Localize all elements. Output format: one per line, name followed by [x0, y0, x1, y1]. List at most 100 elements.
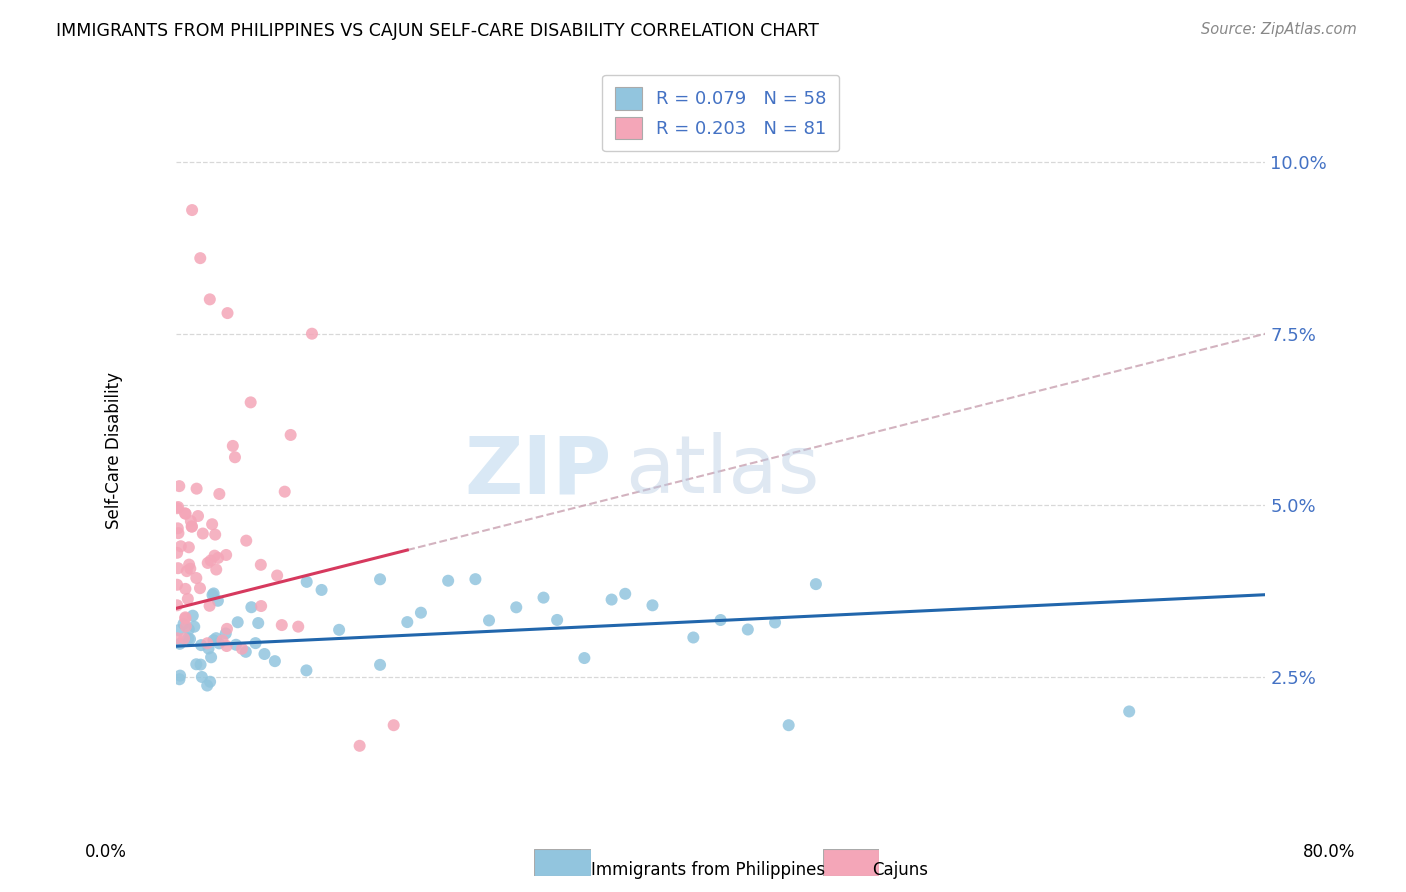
Text: atlas: atlas [626, 432, 820, 510]
Point [190, 657, 212, 672]
Point [778, 718, 800, 732]
Point [464, 572, 486, 586]
Text: Cajuns: Cajuns [872, 861, 928, 879]
Point [396, 615, 419, 629]
Point [222, 439, 245, 453]
Point [211, 633, 233, 648]
Point [226, 615, 249, 630]
Point [328, 623, 350, 637]
Point [266, 568, 288, 582]
Point [173, 616, 195, 631]
Point [641, 599, 664, 613]
Point [179, 632, 201, 646]
Point [177, 623, 200, 637]
Point [186, 571, 208, 585]
Point [179, 562, 201, 576]
Text: Immigrants from Philippines: Immigrants from Philippines [591, 861, 825, 879]
Point [201, 517, 224, 532]
Point [195, 636, 218, 650]
Point [311, 582, 333, 597]
Point [368, 657, 391, 672]
Point [250, 558, 273, 572]
Point [169, 668, 191, 682]
Point [270, 618, 292, 632]
Point [186, 657, 208, 672]
Point [478, 614, 501, 628]
Point [224, 450, 246, 465]
Point [349, 739, 371, 753]
Point [205, 562, 228, 576]
Point [737, 623, 759, 637]
Text: 0.0%: 0.0% [84, 843, 127, 861]
Point [181, 608, 204, 623]
Point [231, 641, 253, 656]
Point [240, 600, 263, 615]
Point [179, 558, 201, 572]
Text: 80.0%: 80.0% [1302, 843, 1355, 861]
Point [166, 546, 188, 560]
Text: Self-Care Disability: Self-Care Disability [105, 372, 124, 529]
Point [215, 622, 238, 636]
Point [191, 526, 214, 541]
Text: Source: ZipAtlas.com: Source: ZipAtlas.com [1201, 22, 1357, 37]
Point [187, 509, 209, 524]
Point [287, 619, 309, 633]
Point [167, 624, 190, 638]
Point [174, 506, 197, 520]
Point [250, 599, 273, 613]
Point [198, 599, 221, 613]
Point [198, 674, 221, 689]
Point [204, 549, 226, 563]
Point [614, 587, 637, 601]
Point [264, 654, 287, 668]
Point [280, 428, 302, 442]
Point [295, 574, 318, 589]
Point [253, 647, 276, 661]
Point [207, 593, 229, 607]
Point [382, 718, 405, 732]
Point [574, 651, 596, 665]
Point [533, 591, 555, 605]
Point [180, 519, 202, 533]
Point [166, 501, 188, 516]
Point [177, 632, 200, 646]
Point [191, 670, 214, 684]
Point [186, 482, 208, 496]
Point [167, 500, 190, 514]
Point [174, 611, 197, 625]
Point [181, 519, 204, 533]
Point [215, 639, 238, 653]
Point [368, 572, 391, 586]
Point [1118, 705, 1140, 719]
Point [215, 548, 238, 562]
Point [167, 561, 190, 575]
Point [177, 591, 200, 606]
Point [245, 636, 267, 650]
Point [183, 620, 205, 634]
Point [682, 631, 704, 645]
Text: ZIP: ZIP [464, 432, 612, 510]
Point [200, 650, 222, 665]
Point [202, 633, 225, 648]
Point [205, 631, 228, 645]
Point [188, 581, 211, 595]
Point [202, 586, 225, 600]
Point [217, 306, 239, 320]
Point [174, 610, 197, 624]
Point [201, 588, 224, 602]
Point [166, 578, 188, 592]
Point [710, 613, 733, 627]
Point [166, 521, 188, 535]
Point [235, 533, 257, 548]
Point [170, 539, 193, 553]
Point [247, 615, 270, 630]
Point [804, 577, 827, 591]
Point [207, 550, 229, 565]
Legend: R = 0.079   N = 58, R = 0.203   N = 81: R = 0.079 N = 58, R = 0.203 N = 81 [602, 75, 839, 152]
Point [295, 664, 318, 678]
Point [215, 626, 238, 640]
Point [437, 574, 460, 588]
Point [190, 638, 212, 652]
Point [208, 636, 231, 650]
Point [239, 395, 262, 409]
